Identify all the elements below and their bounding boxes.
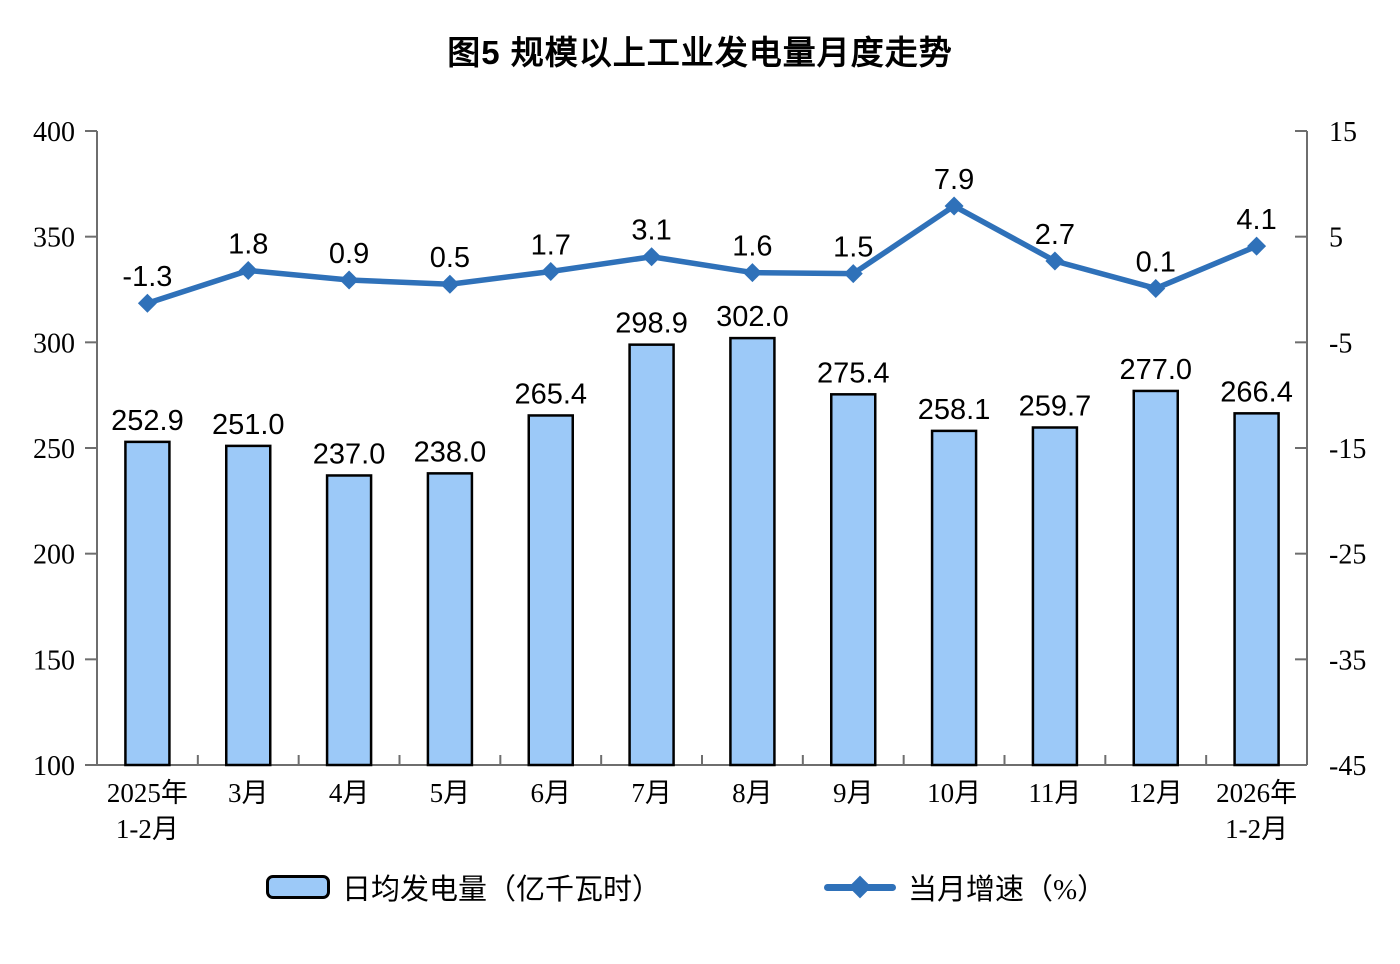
x-axis-category-label: 1-2月 bbox=[116, 814, 179, 844]
line-marker-diamond bbox=[339, 270, 359, 290]
bar-value-label: 275.4 bbox=[817, 357, 890, 389]
bar bbox=[527, 414, 574, 767]
line-value-label: 1.6 bbox=[732, 231, 772, 263]
right-axis-tick-label: -25 bbox=[1329, 540, 1366, 571]
x-axis-category-label: 9月 bbox=[833, 778, 874, 808]
left-axis-tick-label: 350 bbox=[33, 223, 75, 254]
bar bbox=[325, 474, 373, 767]
legend-label-bar: 日均发电量（亿千瓦时） bbox=[342, 874, 662, 906]
bar-value-label: 302.0 bbox=[716, 301, 789, 333]
bar bbox=[225, 444, 272, 767]
line-value-label: 0.5 bbox=[430, 242, 470, 274]
line-value-label: 1.7 bbox=[531, 230, 571, 262]
bar-value-label: 237.0 bbox=[313, 438, 386, 470]
line-value-label: 4.1 bbox=[1236, 204, 1276, 236]
legend-label-line: 当月增速（%） bbox=[908, 874, 1107, 906]
line-value-label: 0.9 bbox=[329, 238, 369, 270]
bar-value-label: 259.7 bbox=[1019, 391, 1092, 423]
line-marker-diamond bbox=[1146, 278, 1166, 298]
x-axis-category-label: 10月 bbox=[927, 778, 981, 808]
line-marker-diamond bbox=[541, 262, 561, 282]
line-value-label: 2.7 bbox=[1035, 219, 1075, 251]
left-axis-tick-label: 100 bbox=[33, 751, 75, 782]
bar-value-label: 252.9 bbox=[111, 405, 184, 437]
x-axis-category-label: 3月 bbox=[228, 778, 269, 808]
right-axis-tick-label: -15 bbox=[1329, 434, 1366, 465]
x-axis-category-label: 6月 bbox=[531, 778, 572, 808]
right-axis-tick-label: 15 bbox=[1329, 117, 1357, 148]
x-axis-category-label: 12月 bbox=[1129, 778, 1183, 808]
chart-title: 图5 规模以上工业发电量月度走势 bbox=[447, 34, 953, 71]
bar bbox=[729, 336, 776, 767]
right-axis-tick-label: -5 bbox=[1329, 328, 1352, 359]
line-value-label: 7.9 bbox=[934, 164, 974, 196]
bar-value-label: 258.1 bbox=[918, 394, 991, 426]
line-marker-diamond bbox=[137, 293, 157, 313]
line-marker-diamond bbox=[642, 247, 662, 267]
left-axis-tick-label: 150 bbox=[33, 645, 75, 676]
line-marker-diamond bbox=[1247, 236, 1267, 256]
left-axis-tick-label: 250 bbox=[33, 434, 75, 465]
x-axis-category-label: 2026年 bbox=[1216, 778, 1297, 808]
line-marker-diamond bbox=[238, 260, 258, 280]
line-value-label: -1.3 bbox=[122, 261, 172, 293]
bar bbox=[830, 393, 877, 767]
bar bbox=[1132, 389, 1179, 767]
growth-line bbox=[144, 203, 1260, 306]
line-marker-diamond bbox=[944, 196, 964, 216]
right-axis-tick-label: -35 bbox=[1329, 645, 1366, 676]
x-axis-category-label: 4月 bbox=[329, 778, 370, 808]
left-axis-tick-label: 400 bbox=[33, 117, 75, 148]
line-value-label: 3.1 bbox=[631, 215, 671, 247]
line-marker-diamond bbox=[440, 274, 460, 294]
right-axis-tick-label: 5 bbox=[1329, 223, 1343, 254]
left-axis-tick-label: 200 bbox=[33, 540, 75, 571]
bar bbox=[1233, 412, 1280, 767]
bar bbox=[124, 440, 171, 767]
line-marker-diamond bbox=[1045, 251, 1065, 271]
line-diamond-swatch-icon bbox=[824, 874, 896, 900]
bar-value-label: 238.0 bbox=[414, 436, 487, 468]
bar bbox=[628, 343, 675, 767]
line-marker-diamond bbox=[742, 263, 762, 283]
diamond-marker-icon bbox=[848, 875, 872, 899]
line-value-label: 1.5 bbox=[833, 232, 873, 264]
bar-value-label: 298.9 bbox=[615, 308, 688, 340]
bar bbox=[426, 472, 474, 767]
bar bbox=[930, 429, 978, 767]
legend-item-line: 当月增速（%） bbox=[824, 866, 1106, 908]
bar-value-label: 266.4 bbox=[1220, 376, 1293, 408]
line-marker-diamond bbox=[843, 264, 863, 284]
x-axis-category-label: 11月 bbox=[1028, 778, 1081, 808]
x-axis-category-label: 2025年 bbox=[107, 778, 188, 808]
x-axis-category-label: 7月 bbox=[631, 778, 672, 808]
line-value-label: 0.1 bbox=[1136, 246, 1176, 278]
bar-swatch-icon bbox=[266, 875, 330, 899]
line-value-label: 1.8 bbox=[228, 228, 268, 260]
bar-value-label: 251.0 bbox=[212, 409, 285, 441]
bar-value-label: 277.0 bbox=[1119, 354, 1192, 386]
x-axis-category-label: 8月 bbox=[732, 778, 773, 808]
x-axis-category-label: 1-2月 bbox=[1225, 814, 1288, 844]
bar bbox=[1031, 426, 1079, 767]
left-axis-tick-label: 300 bbox=[33, 328, 75, 359]
right-axis-tick-label: -45 bbox=[1329, 751, 1366, 782]
x-axis-category-label: 5月 bbox=[430, 778, 471, 808]
bar-value-label: 265.4 bbox=[514, 378, 587, 410]
legend-item-bar: 日均发电量（亿千瓦时） bbox=[266, 866, 661, 908]
